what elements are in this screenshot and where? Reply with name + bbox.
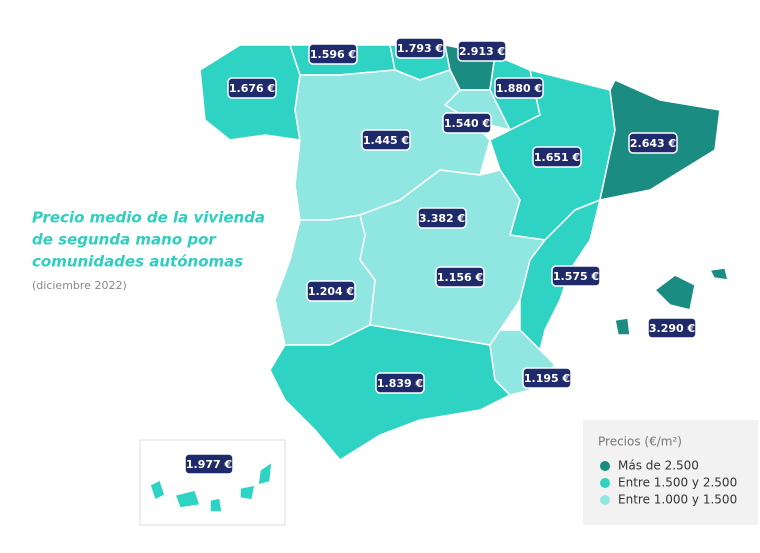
price-badge — [494, 77, 544, 99]
legend-swatch — [600, 478, 610, 488]
region — [209, 497, 223, 513]
price-label: 2.913 € — [459, 45, 505, 58]
price-label: 1.195 € — [524, 372, 570, 385]
legend-label: Más de 2.500 — [618, 459, 699, 473]
legend-swatch — [600, 461, 610, 471]
price-badge — [308, 43, 358, 65]
price-label: 1.977 € — [186, 458, 232, 471]
price-label: 1.445 € — [363, 134, 409, 147]
region — [709, 267, 729, 281]
price-label: 1.575 € — [553, 270, 599, 283]
price-badge — [457, 40, 507, 62]
region — [174, 489, 201, 509]
subtitle: (diciembre 2022) — [32, 279, 127, 292]
title-line: Precio medio de la vivienda — [32, 209, 265, 227]
price-badge — [375, 372, 425, 394]
price-badge — [532, 146, 582, 168]
price-label: 1.676 € — [229, 82, 275, 95]
title-line: comunidades autónomas — [32, 253, 243, 271]
legend-label: Entre 1.000 y 1.500 — [618, 493, 737, 507]
price-label: 3.382 € — [419, 212, 465, 225]
legend-label: Entre 1.500 y 2.500 — [618, 476, 737, 490]
price-label: 3.290 € — [649, 322, 695, 335]
region — [239, 484, 256, 501]
price-badge — [522, 367, 572, 389]
legend: Más de 2.500 Entre 1.500 y 2.500 Entre 1.0… — [600, 459, 737, 507]
region — [274, 214, 376, 346]
price-label: 1.540 € — [444, 117, 490, 130]
price-badge — [306, 280, 356, 302]
title-line: de segunda mano por — [32, 231, 217, 249]
price-badge — [442, 112, 492, 134]
region — [149, 479, 166, 501]
region — [654, 274, 696, 311]
price-badge — [184, 453, 234, 475]
price-badge — [647, 317, 697, 339]
region — [257, 461, 273, 486]
price-badge — [551, 265, 601, 287]
legend-box — [583, 420, 758, 525]
price-label: 1.839 € — [377, 377, 423, 390]
price-badge — [395, 37, 445, 59]
price-badge — [628, 132, 678, 154]
legend-swatch — [600, 495, 610, 505]
price-label: 1.880 € — [496, 82, 542, 95]
legend-title: Precios (€/m²) — [598, 435, 682, 449]
price-label: 1.204 € — [308, 285, 354, 298]
price-label: 1.596 € — [310, 48, 356, 61]
price-label: 1.156 € — [437, 271, 483, 284]
price-badge — [227, 77, 277, 99]
price-badge — [417, 207, 467, 229]
price-label: 1.651 € — [534, 151, 580, 164]
price-badge — [435, 266, 485, 288]
region — [614, 317, 631, 336]
canarias-frame — [139, 439, 286, 526]
labels: 1.676 € 1.596 € 1.793 € 2.913 € 1.880 € 1.540… — [184, 37, 697, 475]
price-label: 1.793 € — [397, 42, 443, 55]
price-label: 2.643 € — [630, 137, 676, 150]
price-badge — [361, 129, 411, 151]
